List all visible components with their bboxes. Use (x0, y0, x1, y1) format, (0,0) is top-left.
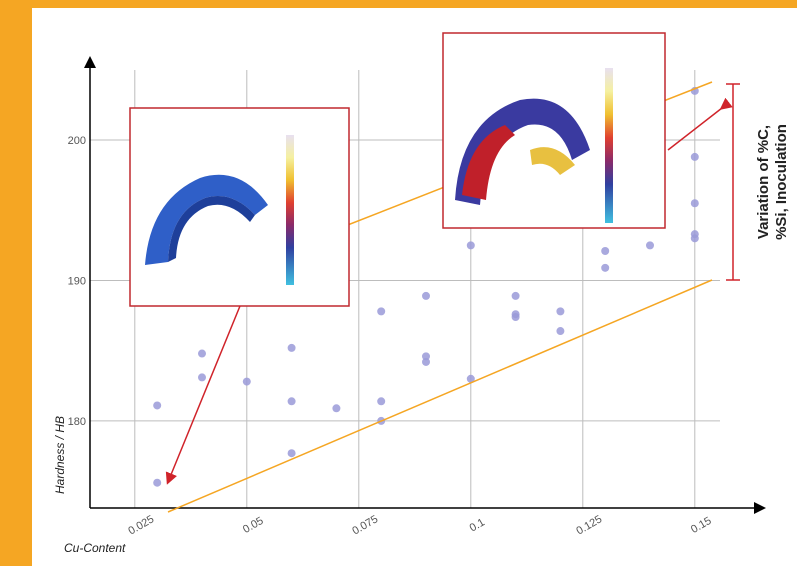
data-point (601, 264, 609, 272)
data-point (288, 397, 296, 405)
y-tick-label: 190 (68, 275, 86, 287)
data-point (288, 449, 296, 457)
data-point (422, 358, 430, 366)
data-point (288, 344, 296, 352)
y-axis-title: Hardness / HB (53, 416, 67, 494)
annotation: %Si, Inoculation (773, 124, 790, 240)
data-point (646, 241, 654, 249)
data-point (556, 327, 564, 335)
data-point (691, 234, 699, 242)
page: {"chart_data": { "type": "scatter", "x_l… (0, 0, 797, 566)
data-point (422, 292, 430, 300)
chart: 1801902000.0250.050.0750.10.1250.15 Vari… (0, 0, 797, 566)
data-point (153, 479, 161, 487)
data-point (691, 199, 699, 207)
data-point (243, 378, 251, 386)
data-point (512, 313, 520, 321)
data-point (377, 307, 385, 315)
data-point (512, 292, 520, 300)
annotation: Variation of %C, (755, 125, 772, 239)
x-axis-title: Cu-Content (64, 541, 126, 555)
y-tick-label: 200 (68, 135, 86, 147)
data-point (377, 397, 385, 405)
data-point (467, 241, 475, 249)
y-tick-label: 180 (68, 416, 86, 428)
data-point (198, 373, 206, 381)
data-point (556, 307, 564, 315)
data-point (332, 404, 340, 412)
data-point (153, 401, 161, 409)
inset-left (130, 108, 349, 306)
data-point (198, 350, 206, 358)
data-point (691, 153, 699, 161)
data-point (601, 247, 609, 255)
inset-right (443, 33, 665, 228)
